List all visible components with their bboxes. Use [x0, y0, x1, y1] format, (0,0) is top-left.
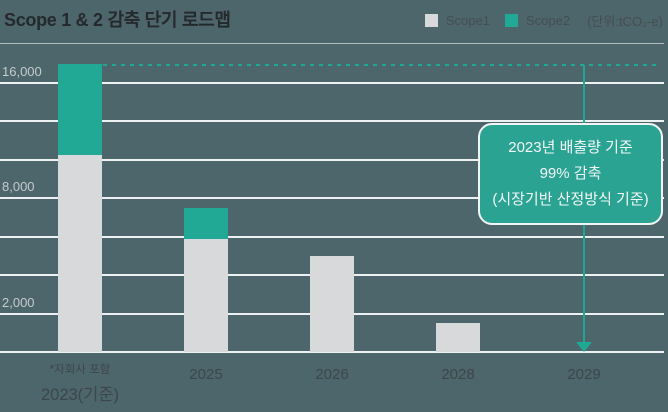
bar-scope1-2025 — [184, 238, 228, 352]
x-axis-baseline — [0, 351, 664, 353]
chart-title: Scope 1 & 2 감축 단기 로드맵 — [4, 10, 231, 30]
legend-label-scope2: Scope2 — [525, 13, 571, 28]
legend-item-scope1: Scope1 — [424, 13, 490, 28]
bar-scope1-2026 — [310, 255, 354, 352]
y-tick-label: 16,000 — [2, 64, 42, 79]
y-tick-label: 2,000 — [2, 294, 35, 310]
bar-scope1-2023(기준) — [58, 155, 102, 352]
x-axis-label: 2026 — [266, 366, 398, 383]
callout-line-1: 2023년 배출량 기준 — [508, 139, 633, 157]
scope1-swatch-icon — [424, 14, 438, 27]
bar-scope1-2028 — [436, 323, 480, 352]
callout-line-2: 99% 감축 — [539, 165, 602, 183]
unit-label: (단위:tCO₂-e) — [587, 14, 663, 29]
x-axis-footnote: *자회사 포함 — [49, 364, 111, 376]
gridline — [0, 158, 664, 161]
x-axis-year: 2026 — [315, 366, 349, 383]
header-divider — [0, 43, 664, 44]
x-axis-label: 2028 — [392, 366, 524, 383]
scope2-swatch-icon — [504, 14, 518, 27]
x-axis-label: 2025 — [140, 366, 272, 383]
bar-scope2-2023(기준) — [58, 64, 102, 156]
gridline — [0, 235, 664, 238]
legend-label-scope1: Scope1 — [445, 13, 490, 28]
gridline — [0, 82, 664, 84]
legend: Scope1 Scope2 (단위:tCO₂-e) — [424, 11, 663, 30]
callout-line-3: (시장기반 산정방식 기준) — [492, 190, 649, 208]
reference-dashed-line — [103, 64, 660, 67]
bar-scope2-2025 — [184, 207, 228, 239]
annotation-callout: 2023년 배출량 기준 99% 감축 (시장기반 산정방식 기준) — [478, 123, 663, 225]
x-axis-year: 2028 — [441, 366, 475, 383]
gridline — [0, 197, 664, 200]
x-axis-year: 2029 — [567, 366, 601, 383]
x-axis-label: 2029 — [518, 366, 650, 383]
x-axis-year: 2025 — [189, 366, 223, 383]
x-axis-year: 2023(기준) — [40, 386, 120, 404]
y-tick-label: 8,000 — [2, 179, 35, 195]
arrow-down-icon — [576, 342, 592, 352]
gridline — [0, 120, 664, 123]
legend-item-scope2: Scope2 — [504, 13, 571, 28]
x-axis-label: *자회사 포함 2023(기준) — [14, 361, 146, 405]
